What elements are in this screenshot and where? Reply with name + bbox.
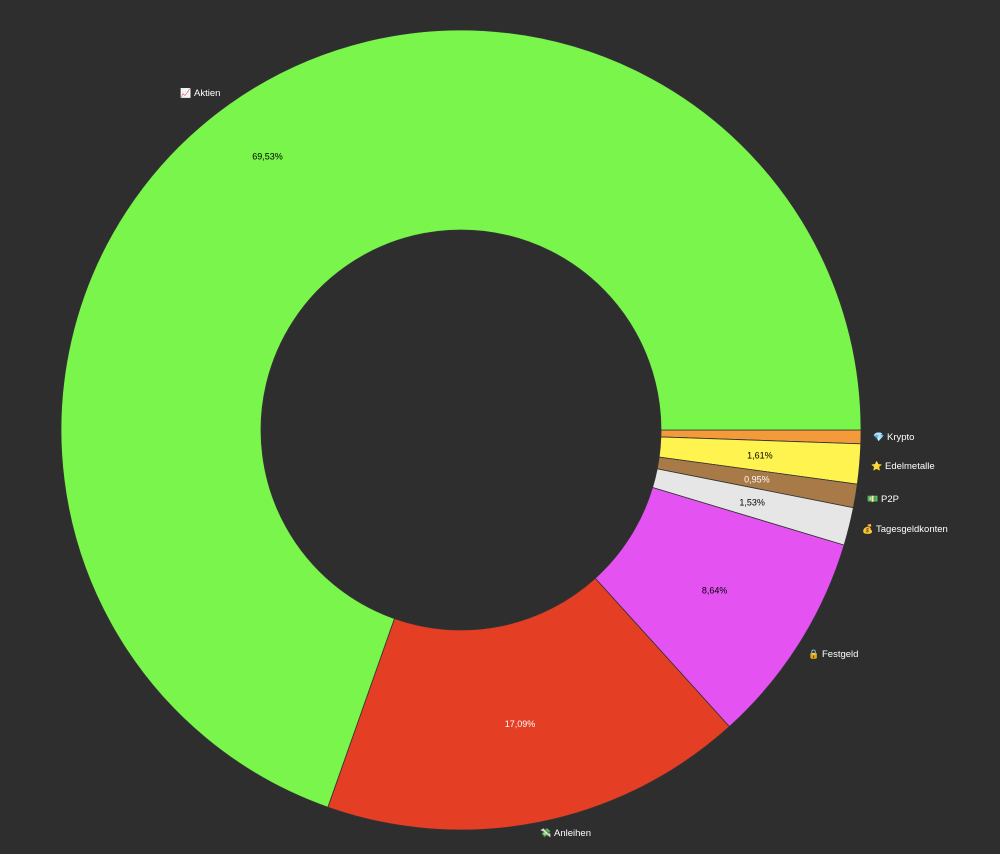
slice-aktien[interactable] xyxy=(60,29,862,808)
star-icon: ⭐ xyxy=(871,460,882,472)
value-label-anleihen: 17,09% xyxy=(505,719,536,729)
chart-up-icon: 📈 xyxy=(180,87,191,99)
category-label-festgeld: Festgeld xyxy=(822,649,858,660)
category-label-p2p: P2P xyxy=(881,494,899,505)
gem-icon: 💎 xyxy=(873,432,884,443)
slice-anleihen[interactable] xyxy=(327,577,730,831)
category-label-aktien: Aktien xyxy=(194,88,220,99)
category-label-krypto: Krypto xyxy=(887,432,914,443)
value-label-festgeld: 8,64% xyxy=(702,585,728,595)
category-label-edelmetalle: Edelmetalle xyxy=(885,461,935,472)
category-label-anleihen: Anleihen xyxy=(554,828,591,839)
money-wings-icon: 💸 xyxy=(540,828,551,839)
value-label-aktien: 69,53% xyxy=(252,152,283,162)
money-bag-icon: 💰 xyxy=(862,523,873,535)
lock-icon: 🔒 xyxy=(808,649,819,660)
value-label-tagesgeldkonten: 1,53% xyxy=(739,497,765,507)
category-label-tagesgeldkonten: Tagesgeldkonten xyxy=(876,524,948,535)
banknote-icon: 💵 xyxy=(867,495,878,505)
value-label-edelmetalle: 1,61% xyxy=(747,451,773,461)
value-label-p2p: 0,95% xyxy=(744,474,770,484)
